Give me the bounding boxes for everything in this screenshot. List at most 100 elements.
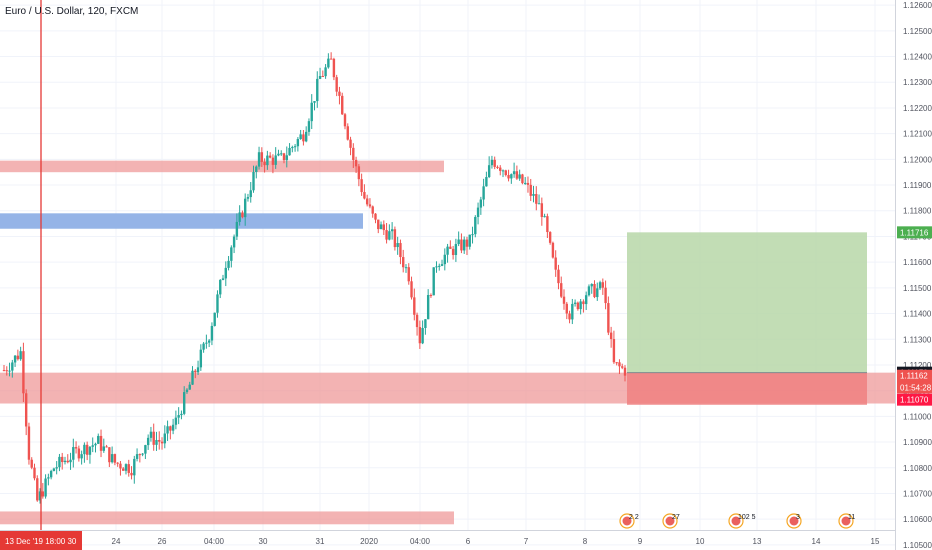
price-label-text: 01:54:28 <box>900 383 932 392</box>
candle-body <box>579 301 582 310</box>
candle-body <box>609 332 613 340</box>
candle-body <box>249 190 252 198</box>
candle-body <box>357 166 361 180</box>
candle-body <box>110 454 114 463</box>
candle-body <box>512 171 516 175</box>
candle-body <box>316 78 319 102</box>
candle-body <box>560 283 563 297</box>
price-label-text: 1.11070 <box>900 396 929 405</box>
y-tick-label: 1.12600 <box>903 1 932 10</box>
candle-body <box>194 370 197 373</box>
y-tick-label: 1.11400 <box>903 310 932 319</box>
candle-body <box>146 437 150 446</box>
candle-body <box>463 239 466 251</box>
candle-body <box>22 351 25 394</box>
candle-body <box>224 267 227 279</box>
candle-body <box>52 468 56 471</box>
event-flag-icon <box>731 516 741 526</box>
candle-body <box>152 431 155 445</box>
candle-body <box>257 152 261 167</box>
x-tick-label: 04:00 <box>204 537 225 546</box>
y-tick-label: 1.12100 <box>903 130 932 139</box>
candle-body <box>615 362 618 364</box>
candle-body <box>246 197 250 199</box>
candle-body <box>540 203 544 217</box>
candle-body <box>582 301 585 305</box>
candle-body <box>280 153 283 155</box>
candle-body <box>80 454 83 459</box>
candle-body <box>221 278 225 280</box>
x-tick-label: 30 <box>259 537 268 546</box>
candle-body <box>207 340 211 343</box>
candle-body <box>449 246 452 249</box>
candle-body <box>523 182 527 184</box>
candle-body <box>160 441 164 444</box>
candle-body <box>166 426 169 434</box>
candle-body <box>396 243 399 248</box>
candle-body <box>5 370 8 372</box>
candle-body <box>399 243 402 258</box>
candle-body <box>404 267 408 269</box>
candle-body <box>55 467 58 469</box>
candle-body <box>138 454 142 456</box>
candle-body <box>174 417 178 425</box>
x-tick-label: 26 <box>158 537 167 546</box>
candle-body <box>584 295 588 305</box>
y-tick-label: 1.10500 <box>903 541 932 550</box>
chart-title: Euro / U.S. Dollar, 120, FXCM <box>5 6 139 17</box>
candle-body <box>535 194 538 204</box>
candle-body <box>335 77 338 92</box>
candle-body <box>371 206 374 214</box>
candle-body <box>271 157 275 165</box>
candle-body <box>285 155 288 161</box>
candle-body <box>274 155 277 165</box>
candle-body <box>346 126 349 140</box>
event-marker-label: 3 <box>796 514 800 521</box>
candle-body <box>374 213 377 220</box>
candle-body <box>127 464 130 473</box>
candle-body <box>83 444 86 455</box>
candle-body <box>38 491 42 501</box>
candle-body <box>313 101 316 103</box>
candle-body <box>554 257 557 270</box>
candle-body <box>529 184 532 196</box>
candle-body <box>562 296 566 304</box>
candle-body <box>299 134 302 139</box>
candle-body <box>476 207 480 218</box>
candle-body <box>490 159 494 166</box>
candle-body <box>72 447 75 460</box>
candle-body <box>291 147 294 149</box>
candle-body <box>108 447 111 463</box>
candle-body <box>496 166 499 168</box>
candle-body <box>69 459 72 463</box>
candle-body <box>338 91 341 96</box>
candle-body <box>252 172 255 191</box>
candle-body <box>485 177 488 187</box>
candle-body <box>277 153 280 156</box>
candle-body <box>385 230 388 240</box>
crosshair-time-label: 13 Dec '19 18:00 30 <box>5 537 77 546</box>
y-tick-label: 1.12400 <box>903 53 932 62</box>
x-tick-label: 31 <box>316 537 325 546</box>
candle-body <box>590 283 593 287</box>
candle-body <box>61 456 64 463</box>
candle-body <box>296 138 300 147</box>
candle-body <box>468 234 471 247</box>
x-tick-label: 14 <box>812 537 821 546</box>
x-tick-label: 24 <box>112 537 121 546</box>
candle-body <box>188 384 191 390</box>
candle-body <box>282 153 286 161</box>
candle-body <box>318 76 322 79</box>
candle-body <box>526 182 530 185</box>
candle-body <box>390 229 394 232</box>
candle-body <box>493 159 496 167</box>
candle-body <box>457 239 460 245</box>
candle-body <box>424 319 427 328</box>
candle-body <box>310 102 313 122</box>
candle-body <box>58 456 61 468</box>
candle-body <box>302 134 305 142</box>
x-tick-label: 10 <box>696 537 705 546</box>
candle-body <box>255 166 258 173</box>
